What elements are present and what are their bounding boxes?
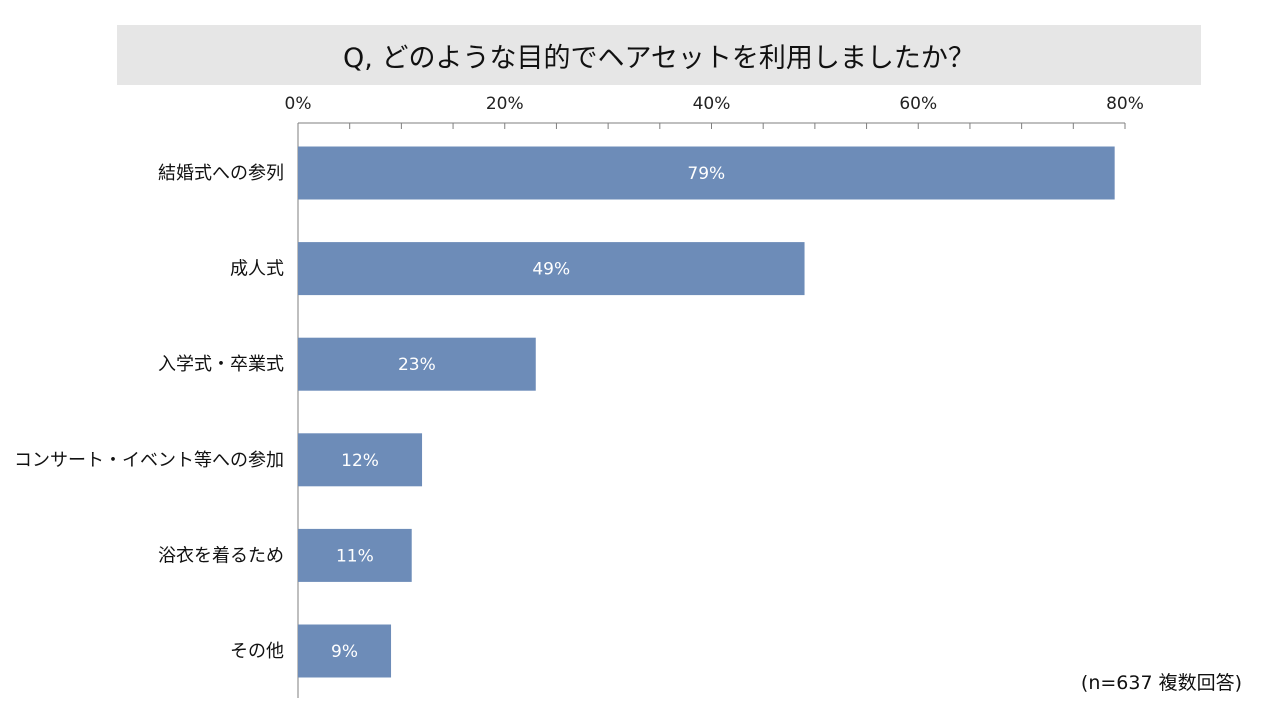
x-tick-label: 40% xyxy=(693,94,731,114)
x-tick-label: 20% xyxy=(486,94,524,114)
bar xyxy=(298,433,423,487)
category-labels: 結婚式への参列成人式入学式・卒業式コンサート・イベント等への参加浴衣を着るためそ… xyxy=(14,163,284,662)
bar-value-label: 11% xyxy=(336,546,374,566)
x-tick-label: 60% xyxy=(899,94,937,114)
bar-value-label: 9% xyxy=(331,642,358,662)
bar xyxy=(298,337,536,391)
category-label: コンサート・イベント等への参加 xyxy=(14,450,284,471)
bar xyxy=(298,146,1115,200)
bar xyxy=(298,242,805,296)
category-label: 結婚式への参列 xyxy=(158,163,284,184)
bar-value-label: 12% xyxy=(341,451,379,471)
bar-value-label: 49% xyxy=(532,260,570,280)
category-label: 入学式・卒業式 xyxy=(158,354,284,375)
sample-note: (n=637 複数回答) xyxy=(1080,672,1242,694)
x-tick-label: 0% xyxy=(285,94,312,114)
chart-title: Q, どのような目的でヘアセットを利用しましたか？ xyxy=(117,25,1201,85)
category-label: 成人式 xyxy=(230,259,284,280)
bar xyxy=(298,528,412,582)
bar xyxy=(298,624,392,678)
category-label: その他 xyxy=(230,641,284,662)
bar-value-label: 23% xyxy=(398,355,436,375)
x-axis: 0% 20% 40% 60% 80% xyxy=(285,94,1144,698)
category-label: 浴衣を着るため xyxy=(158,545,284,566)
bars: 79% 49% 23% 12% 11% 9% xyxy=(298,146,1115,678)
bar-value-label: 79% xyxy=(687,164,725,184)
x-tick-label: 80% xyxy=(1106,94,1144,114)
